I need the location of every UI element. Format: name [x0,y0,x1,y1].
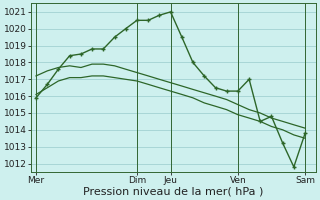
X-axis label: Pression niveau de la mer( hPa ): Pression niveau de la mer( hPa ) [83,187,263,197]
